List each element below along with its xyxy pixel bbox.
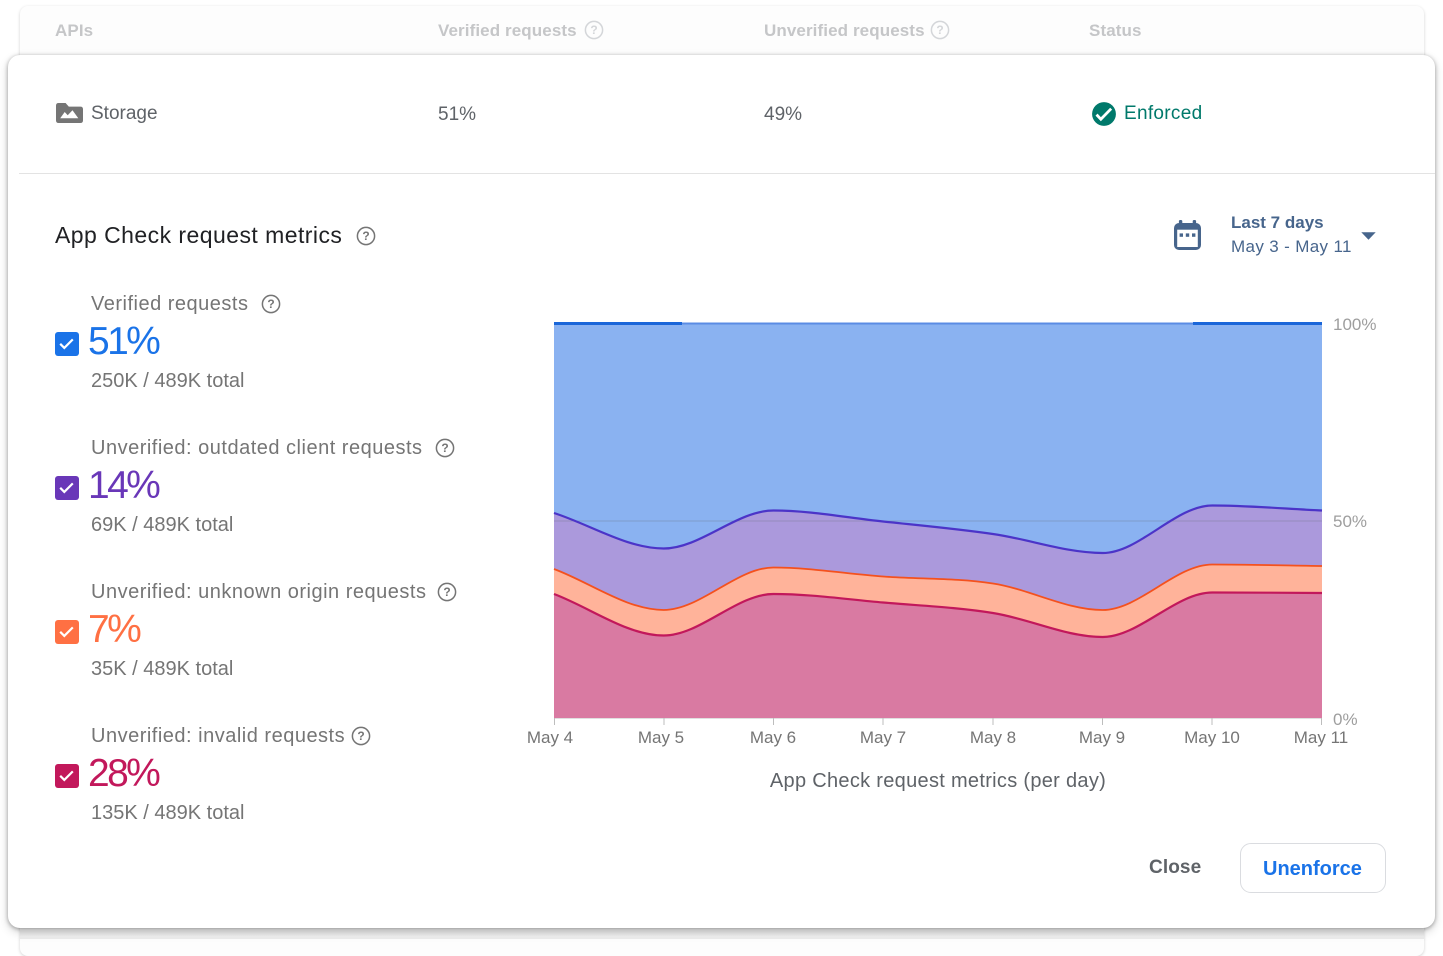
svg-text:?: ? xyxy=(362,229,369,243)
svg-text:?: ? xyxy=(441,441,448,455)
svg-text:?: ? xyxy=(443,585,450,599)
svg-text:?: ? xyxy=(357,729,364,743)
svg-text:?: ? xyxy=(936,23,943,37)
svg-text:?: ? xyxy=(590,23,597,37)
svg-text:?: ? xyxy=(267,297,274,311)
